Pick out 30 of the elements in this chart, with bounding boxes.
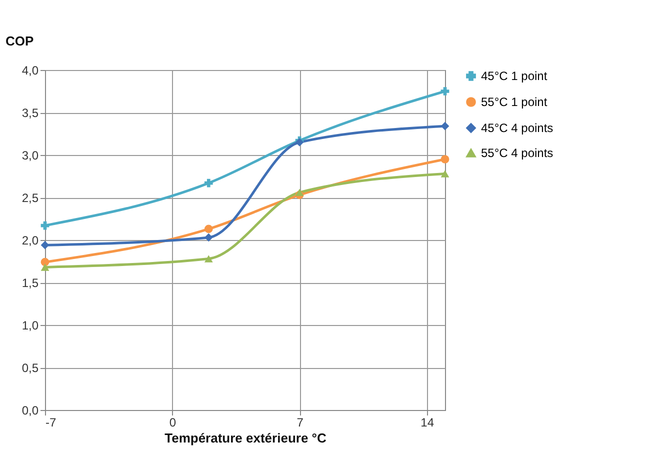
x-tick-label: 14 (420, 416, 434, 430)
y-tick-label: 1,0 (22, 318, 39, 332)
x-tick-label: 7 (296, 416, 304, 430)
x-tick-label: -7 (46, 416, 56, 430)
point (440, 87, 450, 96)
point (204, 255, 213, 262)
legend-label: 55°C 1 point (481, 95, 548, 109)
point (204, 224, 213, 234)
y-tick-label: 1,5 (22, 276, 39, 290)
y-tick-label: 0,5 (22, 361, 39, 375)
point (295, 188, 304, 196)
point (440, 170, 450, 178)
legend-label: 45°C 1 point (481, 69, 548, 83)
point (204, 178, 213, 188)
legend-label: 55°C 4 points (481, 146, 554, 160)
point (40, 240, 50, 250)
legend-label: 45°C 4 points (481, 121, 554, 135)
y-axis-title: COP (6, 34, 34, 48)
y-tick-label: 3,0 (22, 148, 39, 162)
y-tick-label: 0,0 (22, 404, 39, 418)
point (204, 233, 213, 242)
point (440, 155, 450, 164)
y-tick-label: 2,0 (22, 234, 39, 248)
x-tick-label: 0 (169, 416, 176, 430)
y-tick-label: 4,0 (22, 64, 39, 78)
y-tick-label: 3,5 (22, 106, 39, 120)
point (40, 264, 50, 271)
x-axis-title: Température extérieure °C (164, 430, 327, 446)
y-tick-label: 2,5 (22, 191, 39, 205)
point (440, 122, 450, 130)
